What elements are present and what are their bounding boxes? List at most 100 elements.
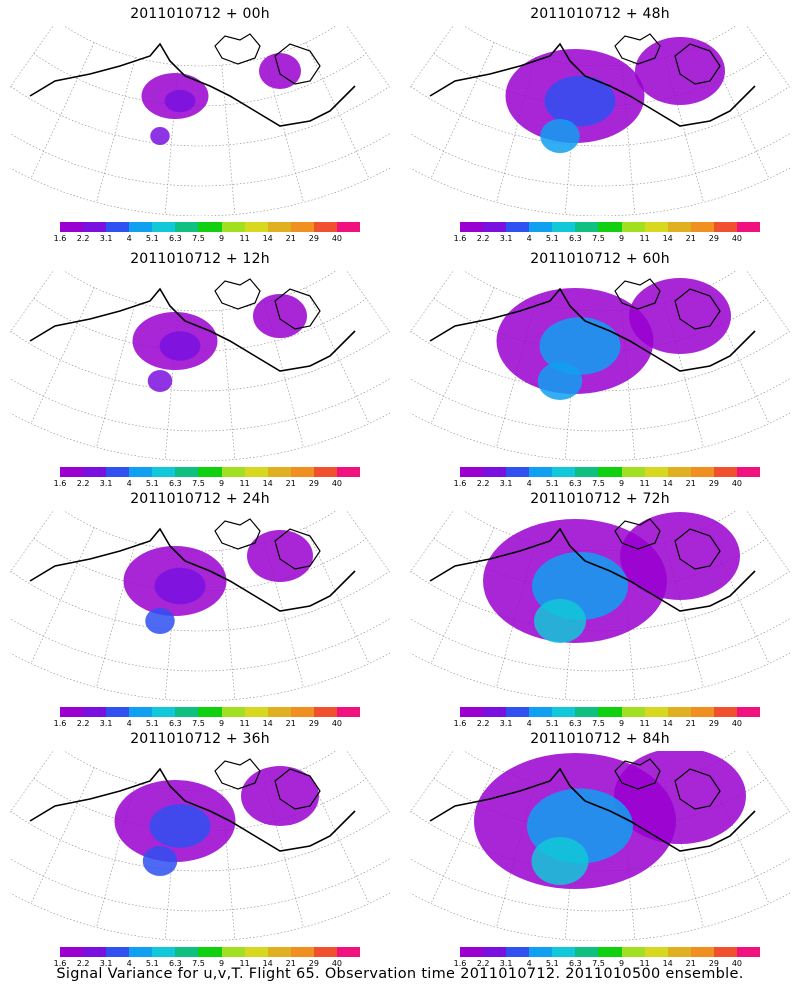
colorbar-swatch	[106, 947, 130, 957]
colorbar-label: 14	[262, 479, 273, 488]
colorbar-label: 40	[731, 234, 743, 243]
colorbar	[60, 467, 361, 477]
colorbar-labels: 1.6 2.2 3.1 4 5.1 6.3 7.5 9 11 14 21 29 40	[54, 234, 360, 244]
colorbar-swatch	[529, 467, 553, 477]
colorbar-label: 29	[708, 479, 719, 488]
colorbar-label: 1.6	[53, 234, 67, 243]
colorbar-swatch	[175, 222, 199, 232]
colorbar-label: 1.6	[453, 719, 467, 728]
colorbar-swatch	[575, 707, 599, 717]
hudson-bay	[274, 768, 321, 810]
colorbar-label: 9	[618, 479, 625, 488]
colorbar-labels: 1.6 2.2 3.1 4 5.1 6.3 7.5 9 11 14 21 29 40	[454, 959, 760, 969]
colorbar-swatch	[644, 707, 668, 717]
colorbar-swatch	[290, 707, 314, 717]
projected-map	[10, 26, 390, 216]
colorbar-swatch	[60, 947, 84, 957]
colorbar-swatch	[460, 947, 484, 957]
colorbar-label: 7.5	[592, 959, 605, 968]
colorbar-labels: 1.6 2.2 3.1 4 5.1 6.3 7.5 9 11 14 21 29 40	[454, 719, 760, 729]
colorbar-swatch	[621, 222, 645, 232]
colorbar-swatch	[506, 947, 530, 957]
arctic-islands	[214, 758, 261, 790]
colorbar-label: 9	[218, 719, 225, 728]
coastline	[29, 767, 356, 852]
hudson-bay	[274, 288, 321, 330]
colorbar-label: 7.5	[592, 479, 605, 488]
variance-field	[474, 751, 746, 889]
panel-title: 2011010712 + 24h	[130, 491, 270, 507]
colorbar-label: 5.1	[545, 234, 559, 243]
colorbar-swatch	[244, 947, 268, 957]
colorbar-swatch	[667, 707, 691, 717]
colorbar-label: 2.2	[76, 234, 90, 243]
colorbar-swatch	[129, 707, 153, 717]
colorbar-swatch	[575, 222, 599, 232]
hudson-bay	[674, 528, 721, 570]
colorbar-label: 6.3	[569, 959, 582, 968]
colorbar-label: 1.6	[53, 479, 67, 488]
projected-map	[10, 511, 390, 701]
colorbar-label: 11	[239, 479, 250, 488]
colorbar-labels: 1.6 2.2 3.1 4 5.1 6.3 7.5 9 11 14 21 29 40	[54, 959, 360, 969]
colorbar-label: 11	[239, 234, 250, 243]
colorbar-label: 5.1	[145, 479, 159, 488]
colorbar-swatch	[713, 222, 737, 232]
colorbar-label: 3.1	[99, 234, 113, 243]
colorbar	[60, 222, 361, 232]
variance-field	[496, 278, 731, 400]
colorbar-swatch	[175, 707, 199, 717]
panel-title: 2011010712 + 12h	[130, 251, 270, 267]
colorbar-swatch	[736, 467, 761, 477]
arctic-islands	[614, 758, 661, 790]
map-panel-36h: 2011010712 + 36h 1.6 2.2 3.1 4 5.1 6.3 7.5 9 11 14…	[0, 725, 400, 970]
colorbar-swatch	[106, 222, 130, 232]
colorbar-swatch	[244, 222, 268, 232]
colorbar-label: 29	[308, 234, 319, 243]
colorbar-label: 11	[239, 959, 250, 968]
colorbar-label: 3.1	[99, 959, 113, 968]
colorbar-swatch	[336, 222, 361, 232]
colorbar-label: 4	[526, 719, 532, 728]
colorbar-label: 4	[526, 959, 532, 968]
colorbar-swatch	[60, 467, 84, 477]
colorbar	[460, 467, 761, 477]
colorbar-swatch	[221, 222, 245, 232]
colorbar-label: 14	[662, 234, 673, 243]
colorbar-labels: 1.6 2.2 3.1 4 5.1 6.3 7.5 9 11 14 21 29 40	[54, 719, 360, 729]
variance-field	[132, 294, 307, 392]
colorbar-label: 29	[308, 959, 319, 968]
colorbar-label: 11	[639, 479, 650, 488]
hudson-bay	[274, 43, 321, 85]
colorbar-label: 3.1	[499, 719, 513, 728]
projected-map	[10, 751, 390, 941]
colorbar-label: 1.6	[53, 959, 67, 968]
colorbar-label: 40	[331, 959, 343, 968]
colorbar	[60, 947, 361, 957]
colorbar-swatch	[598, 707, 622, 717]
colorbar-label: 40	[331, 234, 343, 243]
colorbar-swatch	[267, 707, 291, 717]
colorbar-label: 5.1	[145, 959, 159, 968]
colorbar-label: 5.1	[545, 959, 559, 968]
colorbar	[460, 222, 761, 232]
colorbar-swatch	[198, 467, 222, 477]
colorbar-swatch	[736, 947, 761, 957]
colorbar-swatch	[483, 222, 507, 232]
colorbar-swatch	[221, 947, 245, 957]
colorbar-swatch	[621, 707, 645, 717]
colorbar-label: 4	[126, 719, 132, 728]
colorbar-label: 21	[285, 959, 296, 968]
colorbar-label: 29	[708, 234, 719, 243]
coastline	[429, 527, 756, 612]
colorbar-label: 1.6	[453, 234, 467, 243]
colorbar-label: 9	[618, 234, 625, 243]
arctic-islands	[614, 518, 661, 550]
colorbar-label: 21	[685, 959, 696, 968]
projected-map	[410, 271, 790, 461]
colorbar-swatch	[529, 947, 553, 957]
colorbar-swatch	[83, 707, 107, 717]
colorbar-swatch	[198, 222, 222, 232]
colorbar-label: 4	[526, 234, 532, 243]
colorbar-label: 40	[331, 719, 343, 728]
